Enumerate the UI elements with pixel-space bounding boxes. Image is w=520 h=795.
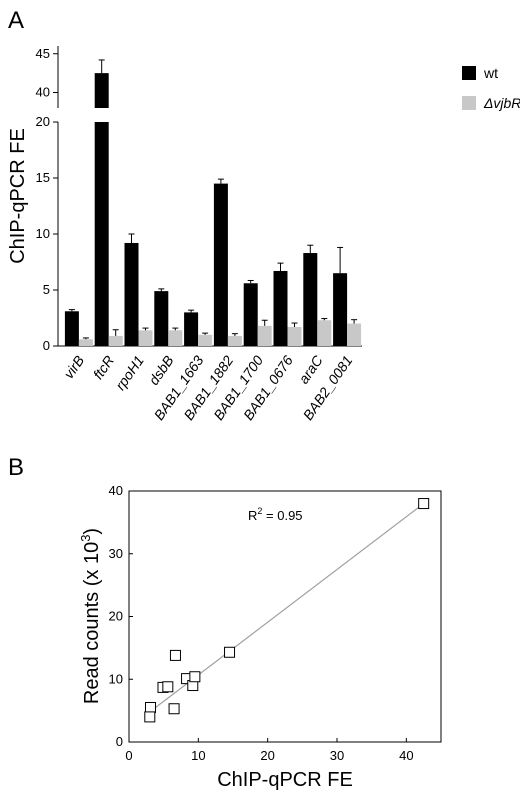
bar-ΔvjbR [227, 335, 242, 346]
bar-ΔvjbR [108, 335, 123, 346]
bar-wt [64, 311, 79, 346]
scatter-point [144, 701, 156, 713]
bar-wt [213, 183, 228, 346]
y-axis-title-b: Read counts (x 103) [78, 528, 103, 704]
bar-ΔvjbR [317, 320, 332, 346]
scatter-point [168, 703, 180, 715]
y-tick-label: 40 [109, 483, 123, 498]
legend: wt ΔvjbR [462, 65, 520, 111]
legend-swatch-wt [462, 66, 476, 80]
bar-ΔvjbR [78, 339, 93, 346]
bar-wt [243, 283, 258, 346]
y-tick-label: 15 [36, 170, 50, 185]
bar-ΔvjbR [257, 325, 272, 346]
scatter-point [418, 498, 430, 510]
x-tick-label: 30 [330, 748, 344, 763]
y-tick-label: 10 [109, 671, 123, 686]
scatter-point [144, 711, 156, 723]
y-tick-label: 45 [36, 46, 50, 61]
scatter-points [144, 498, 430, 723]
y-tick-label: 40 [36, 85, 50, 100]
bar-chart: 0 5 10 15 20 40 45 virB ftcRrpoH1dsbBBAB1_1663B… [7, 46, 520, 423]
panel-a-label: A [8, 7, 24, 34]
scatter-point [169, 649, 181, 661]
category-label: rpoH1 [112, 353, 147, 393]
scatter-point [189, 671, 201, 683]
y-tick-label: 0 [43, 338, 50, 353]
scatter-point [224, 646, 236, 658]
bar-ΔvjbR [168, 330, 183, 346]
y-tick-label: 20 [36, 114, 50, 129]
bar-wt [273, 270, 288, 346]
bar-ΔvjbR [347, 323, 362, 346]
scatter-chart: 0 10 20 30 40 0 10 20 30 40 R2 = 0.95 ChIP-qPCR F… [78, 483, 442, 791]
bar-wt [333, 273, 348, 346]
category-labels: virB ftcRrpoH1dsbBBAB1_1663BAB1_1882BAB1_… [60, 352, 355, 423]
x-tick-label: 0 [125, 748, 132, 763]
bar-wt [184, 312, 199, 346]
bar-wt-upper [94, 73, 109, 108]
bars [64, 59, 362, 346]
bar-ΔvjbR [287, 326, 302, 346]
x-axis-title: ChIP-qPCR FE [217, 769, 353, 791]
bar-wt [303, 253, 318, 346]
panel-b-label: B [8, 454, 24, 481]
scatter-point [162, 681, 174, 693]
x-tick-label: 10 [191, 748, 205, 763]
y-tick-label: 10 [36, 226, 50, 241]
bar-ΔvjbR [138, 330, 153, 346]
axis-ticks: 0 10 20 30 40 0 10 20 30 40 [109, 483, 414, 763]
y-tick-label: 5 [43, 282, 50, 297]
legend-label-wt: wt [483, 65, 498, 81]
bar-wt [124, 242, 139, 346]
legend-label-mutant: ΔvjbR [483, 95, 520, 111]
y-tick-label: 30 [109, 546, 123, 561]
y-tick-label: 0 [116, 734, 123, 749]
r-squared-annotation: R2 = 0.95 [248, 506, 303, 523]
bar-wt [154, 291, 169, 346]
bar-wt [94, 122, 109, 346]
y-axis-title: ChIP-qPCR FE [7, 128, 29, 264]
category-label: ftcR [90, 353, 117, 383]
bar-ΔvjbR [198, 334, 213, 346]
x-tick-label: 40 [399, 748, 413, 763]
x-tick-label: 20 [260, 748, 274, 763]
y-tick-label: 20 [109, 609, 123, 624]
y-ticks: 0 5 10 15 20 40 45 [36, 46, 58, 353]
legend-swatch-mutant [462, 96, 476, 110]
category-label: virB [60, 353, 87, 382]
